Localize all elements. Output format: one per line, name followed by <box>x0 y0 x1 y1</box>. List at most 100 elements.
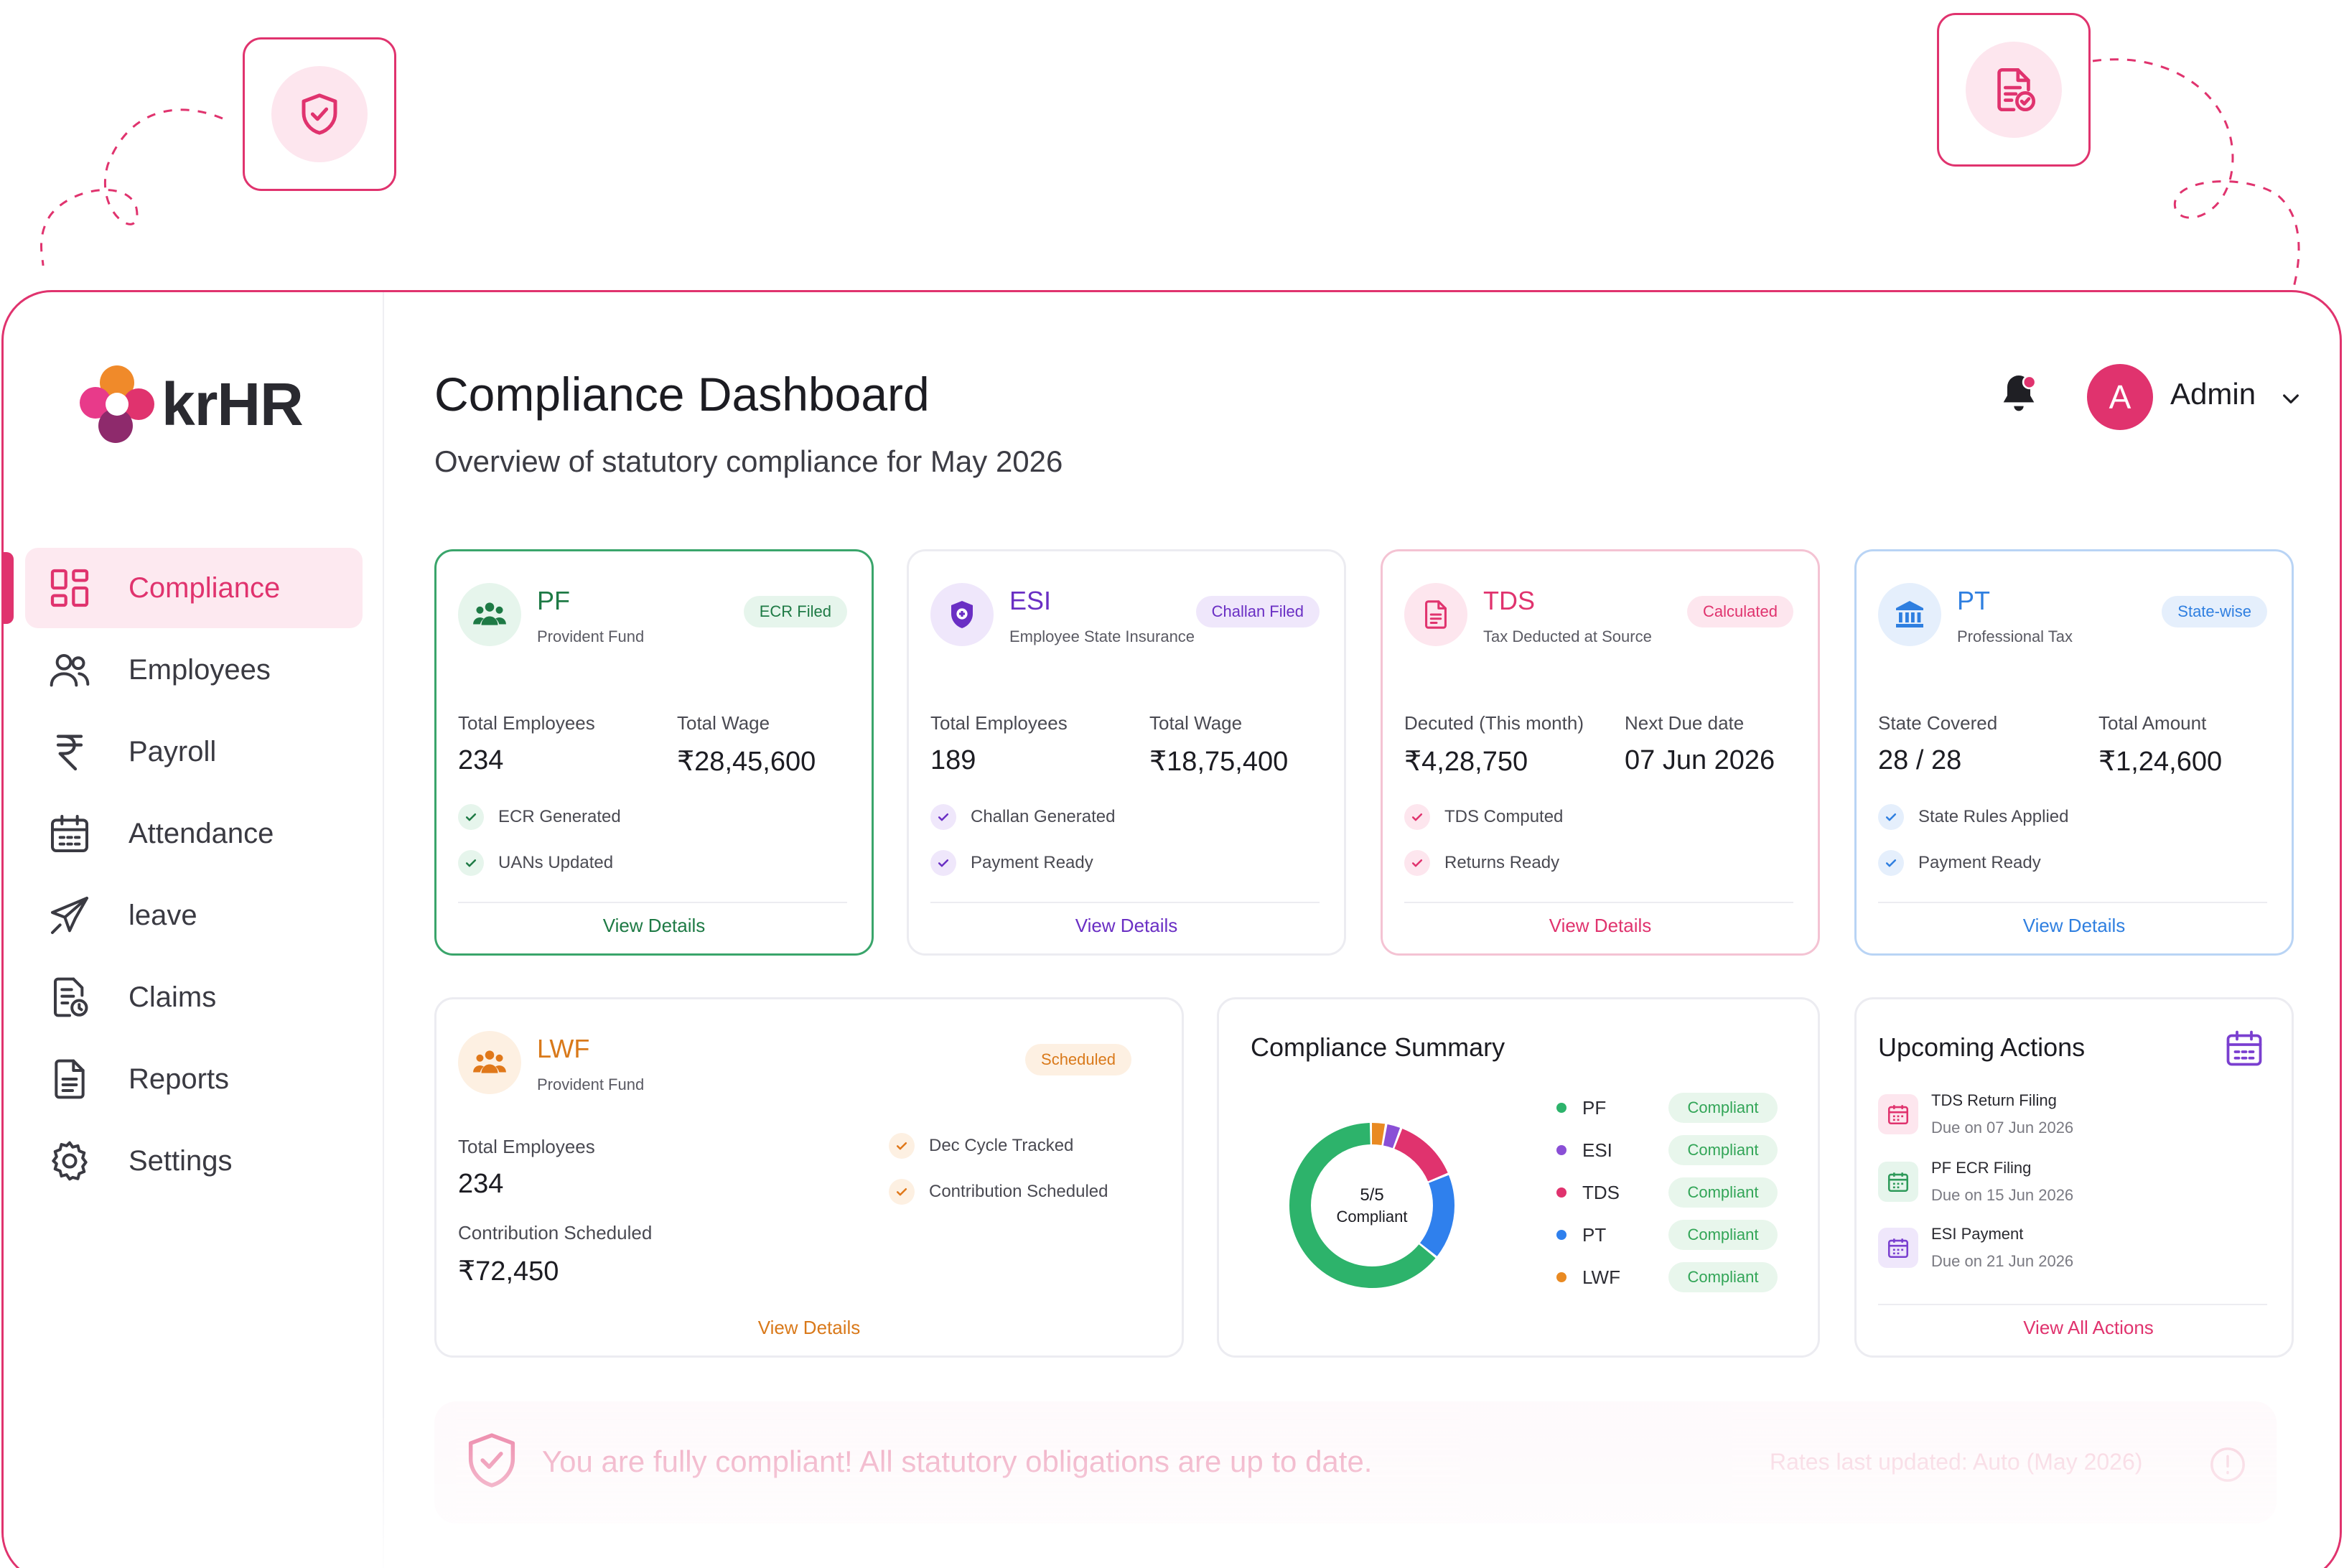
check-icon <box>458 850 484 876</box>
view-all-actions-link[interactable]: View All Actions <box>2023 1317 2154 1338</box>
sidebar-item-settings[interactable]: Settings <box>25 1121 363 1201</box>
donut-chart: 5/5 Compliant <box>1289 1123 1455 1288</box>
calendar-icon[interactable] <box>2223 1027 2266 1073</box>
compliance-banner: You are fully compliant! All statutory o… <box>434 1401 2277 1523</box>
upcoming-title: Upcoming Actions <box>1878 1032 2086 1062</box>
sidebar: krHR Compliance Employees Payroll <box>4 292 384 1568</box>
receipt-icon <box>1404 583 1467 646</box>
status-badge: Compliant <box>1668 1135 1778 1165</box>
check-item: UANs Updated <box>458 850 613 876</box>
check-item: ECR Generated <box>458 804 621 830</box>
sidebar-item-claims[interactable]: Claims <box>25 957 363 1037</box>
notification-bell-icon[interactable] <box>1996 370 2042 416</box>
chevron-down-icon[interactable] <box>2279 387 2302 414</box>
sidebar-item-employees[interactable]: Employees <box>25 630 363 710</box>
sidebar-item-payroll[interactable]: Payroll <box>25 711 363 792</box>
tds-card: TDS Tax Deducted at Source Calculated De… <box>1381 549 1820 956</box>
action-item[interactable]: ESI Payment Due on 21 Jun 2026 <box>1878 1225 2073 1271</box>
legend-dot <box>1556 1230 1566 1240</box>
check-text: ECR Generated <box>498 807 621 826</box>
stat-value: 234 <box>458 745 504 775</box>
view-details-link[interactable]: View Details <box>1075 915 1178 936</box>
sidebar-item-compliance[interactable]: Compliance <box>4 548 363 628</box>
app-window: krHR Compliance Employees Payroll <box>1 290 2342 1568</box>
check-item: Challan Generated <box>930 804 1115 830</box>
stat-label: Total Wage <box>1149 712 1243 734</box>
rates-updated-text: Rates last updated: Auto (May 2026) <box>1770 1449 2143 1475</box>
sidebar-item-label: Settings <box>129 1144 233 1177</box>
main-content: Compliance Dashboard Overview of statuto… <box>384 292 2340 1568</box>
stat-label: Total Amount <box>2098 712 2207 734</box>
donut-segment-pf <box>1289 1123 1455 1288</box>
card-title: PT <box>1957 586 1991 615</box>
sidebar-item-attendance[interactable]: Attendance <box>25 793 363 874</box>
sidebar-item-label: Attendance <box>129 817 274 849</box>
page-title: Compliance Dashboard <box>434 368 930 421</box>
avatar[interactable]: A <box>2087 364 2153 430</box>
calendar-icon <box>1878 1162 1918 1202</box>
shield-check-icon <box>271 66 368 162</box>
user-name[interactable]: Admin <box>2170 377 2256 411</box>
legend-dot <box>1556 1103 1566 1113</box>
donut-center-value: 5/5 <box>1360 1185 1383 1205</box>
action-due: Due on 07 Jun 2026 <box>1931 1119 2074 1137</box>
view-details-link[interactable]: View Details <box>602 915 706 936</box>
document-deco-card <box>1937 13 2091 167</box>
status-badge: ECR Filed <box>743 596 847 627</box>
card-subtitle: Professional Tax <box>1957 627 2073 645</box>
donut-segment-pt <box>1289 1123 1455 1288</box>
sidebar-item-label: Employees <box>129 653 271 686</box>
view-details-link[interactable]: View Details <box>2022 915 2126 936</box>
sidebar-item-label: Compliance <box>129 571 281 604</box>
check-icon <box>889 1179 915 1205</box>
sidebar-item-reports[interactable]: Reports <box>25 1039 363 1119</box>
legend-name: LWF <box>1582 1266 1620 1288</box>
sidebar-item-label: Payroll <box>129 735 217 767</box>
check-text: TDS Computed <box>1444 807 1564 826</box>
check-item: Payment Ready <box>930 850 1093 876</box>
check-item: Dec Cycle Tracked <box>889 1133 1073 1159</box>
shield-check-icon <box>460 1429 523 1495</box>
document-check-icon <box>1966 42 2062 138</box>
donut-segment-lwf <box>1289 1123 1455 1288</box>
status-badge: Scheduled <box>1025 1044 1131 1075</box>
check-icon <box>1878 850 1904 876</box>
lwf-card: LWF Provident Fund Scheduled Total Emplo… <box>434 997 1184 1358</box>
legend-name: PF <box>1582 1096 1607 1119</box>
card-title: ESI <box>1009 586 1052 615</box>
view-details-link[interactable]: View Details <box>1549 915 1652 936</box>
banner-message: You are fully compliant! All statutory o… <box>542 1445 1373 1478</box>
logo: krHR <box>80 361 304 447</box>
legend-row: PT Compliant <box>1556 1220 1778 1250</box>
action-title: PF ECR Filing <box>1931 1159 2032 1177</box>
check-icon <box>930 850 956 876</box>
action-item[interactable]: PF ECR Filing Due on 15 Jun 2026 <box>1878 1159 2073 1205</box>
sidebar-item-label: Reports <box>129 1063 230 1095</box>
stat-label: Total Wage <box>677 712 770 734</box>
check-icon <box>889 1133 915 1159</box>
check-text: Payment Ready <box>971 853 1093 872</box>
legend-row: TDS Compliant <box>1556 1177 1778 1208</box>
stat-label: Decuted (This month) <box>1404 712 1584 734</box>
divider <box>458 902 847 903</box>
rupee-icon <box>47 729 93 775</box>
card-title: TDS <box>1483 586 1535 615</box>
check-text: Challan Generated <box>971 807 1116 826</box>
logo-text: krHR <box>162 370 304 438</box>
stat-value: 234 <box>458 1169 504 1199</box>
check-icon <box>1404 850 1430 876</box>
stat-label: State Covered <box>1878 712 1998 734</box>
card-title: PF <box>537 586 571 615</box>
info-icon[interactable] <box>2208 1445 2248 1488</box>
view-details-link[interactable]: View Details <box>757 1317 861 1338</box>
stat-value: ₹4,28,750 <box>1404 747 1528 777</box>
users-group-icon <box>458 1031 521 1094</box>
status-badge: State-wise <box>2162 596 2267 627</box>
legend-row: LWF Compliant <box>1556 1262 1778 1292</box>
stat-value: 07 Jun 2026 <box>1625 745 1775 775</box>
action-item[interactable]: TDS Return Filing Due on 07 Jun 2026 <box>1878 1091 2073 1137</box>
sidebar-item-leave[interactable]: leave <box>25 875 363 956</box>
krhr-logo-icon <box>80 365 154 443</box>
users-group-icon <box>458 583 521 646</box>
check-text: UANs Updated <box>498 853 614 872</box>
